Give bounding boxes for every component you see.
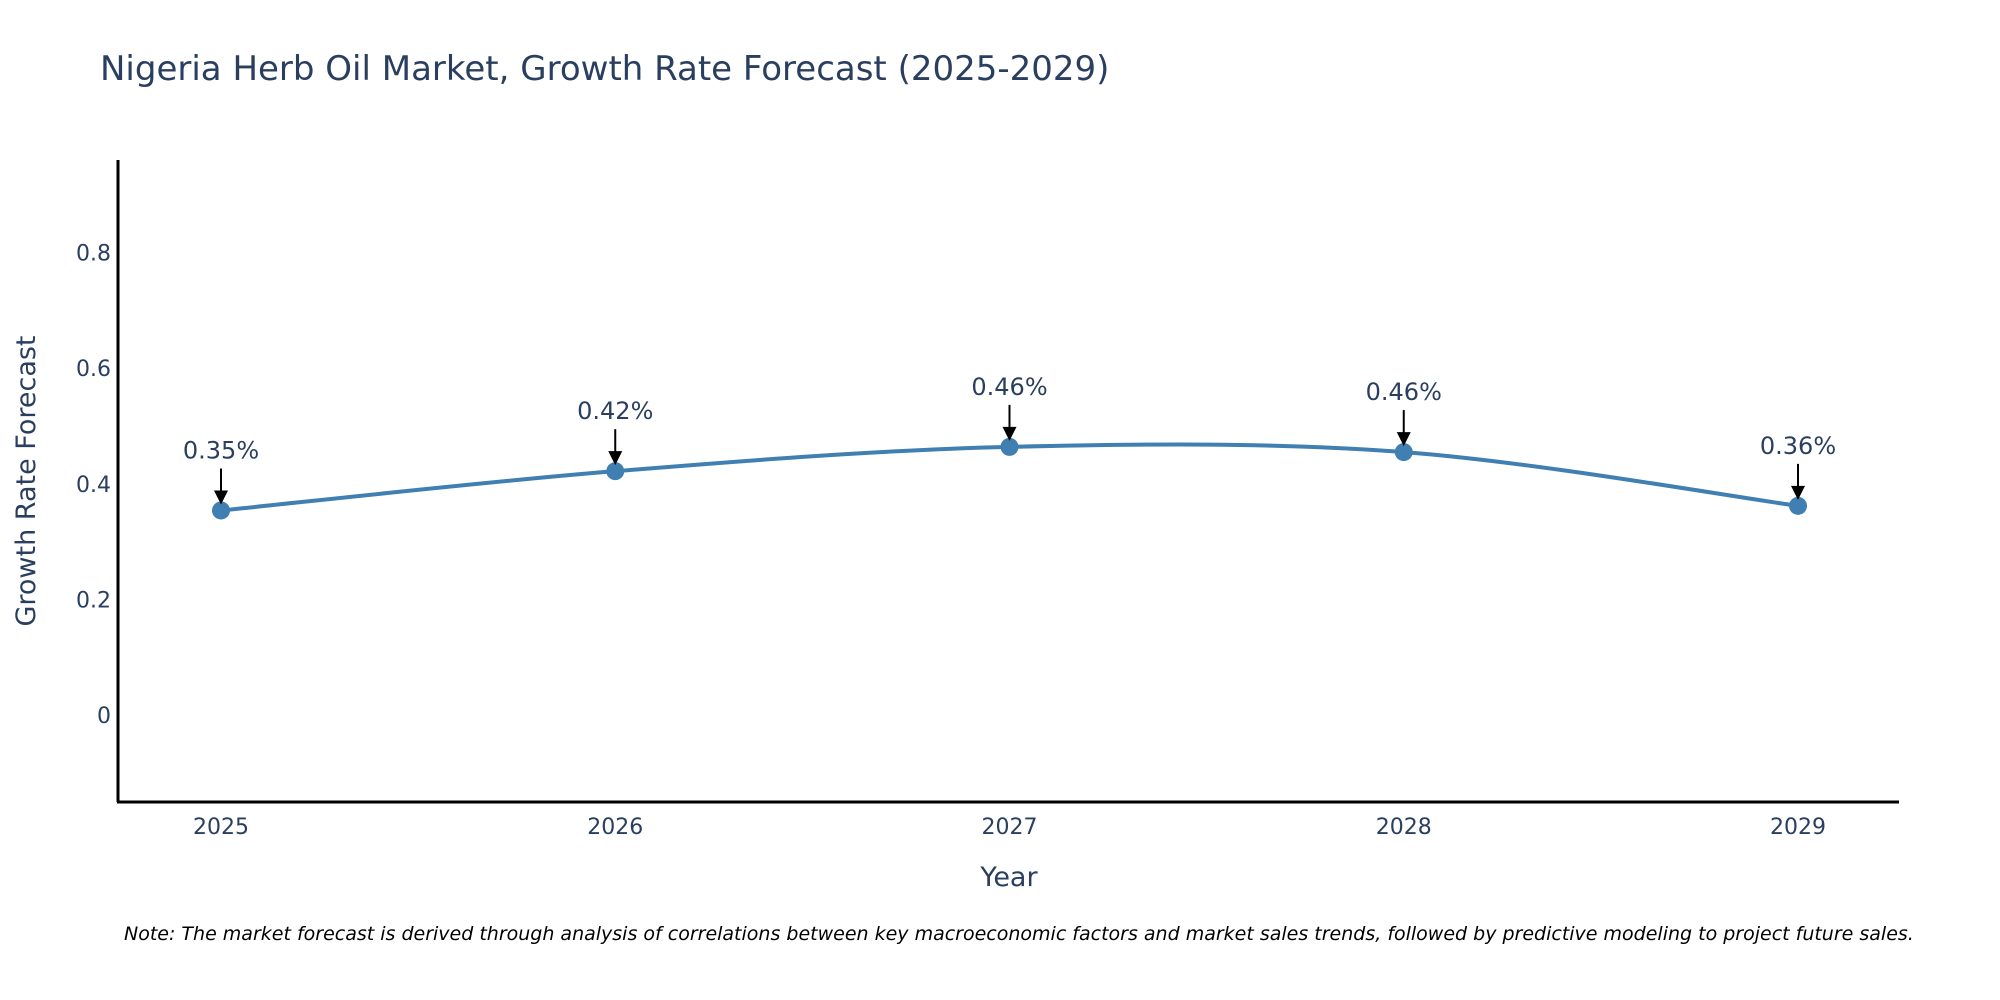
y-tick-labels: 0 0.2 0.4 0.6 0.8 bbox=[76, 242, 111, 730]
y-tick-label: 0.6 bbox=[76, 357, 111, 382]
annotation-arrow-head bbox=[608, 451, 623, 466]
x-tick-label: 2028 bbox=[1376, 815, 1432, 840]
data-label: 0.42% bbox=[577, 397, 653, 425]
x-axis-title: Year bbox=[979, 862, 1038, 893]
data-label: 0.35% bbox=[183, 436, 259, 464]
y-tick-label: 0.2 bbox=[76, 589, 111, 614]
x-tick-labels: 2025 2026 2027 2028 2029 bbox=[193, 815, 1826, 840]
data-points bbox=[212, 437, 1807, 520]
data-label-annotations: 0.35% 0.42% 0.46% 0.46% 0.36% bbox=[183, 373, 1836, 505]
data-label: 0.46% bbox=[971, 373, 1047, 401]
y-tick-label: 0 bbox=[97, 704, 111, 729]
y-axis-title: Growth Rate Forecast bbox=[11, 335, 42, 626]
x-tick-label: 2026 bbox=[587, 815, 643, 840]
data-point bbox=[1789, 496, 1807, 515]
y-tick-label: 0.4 bbox=[76, 473, 111, 498]
annotation-arrow-head bbox=[1791, 485, 1805, 500]
annotation-arrow-head bbox=[1396, 432, 1411, 447]
annotation-arrow-head bbox=[1002, 426, 1017, 441]
chart-title: Nigeria Herb Oil Market, Growth Rate For… bbox=[100, 49, 1109, 89]
x-tick-label: 2029 bbox=[1770, 815, 1826, 840]
data-point bbox=[1000, 437, 1019, 456]
x-tick-label: 2025 bbox=[193, 815, 249, 840]
footnote: Note: The market forecast is derived thr… bbox=[124, 923, 1914, 945]
data-point bbox=[1394, 443, 1413, 462]
data-label: 0.36% bbox=[1760, 432, 1836, 460]
y-tick-label: 0.8 bbox=[76, 242, 111, 267]
data-label: 0.46% bbox=[1366, 378, 1442, 406]
x-tick-label: 2027 bbox=[982, 815, 1038, 840]
annotation-arrow-head bbox=[214, 490, 228, 505]
data-point bbox=[606, 462, 625, 481]
data-point bbox=[212, 501, 230, 520]
